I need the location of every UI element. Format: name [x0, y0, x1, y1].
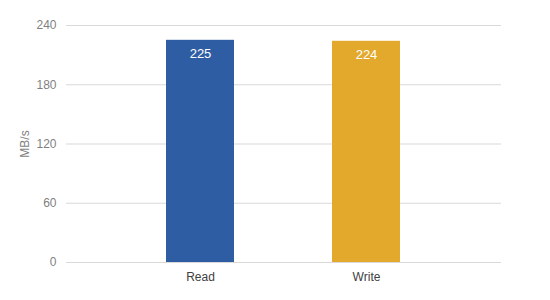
svg-text:240: 240 — [36, 18, 56, 32]
svg-text:Read: Read — [186, 270, 215, 284]
svg-text:Write: Write — [353, 270, 381, 284]
svg-text:120: 120 — [36, 137, 56, 151]
svg-text:224: 224 — [356, 47, 378, 62]
svg-text:0: 0 — [50, 255, 57, 269]
svg-text:225: 225 — [190, 46, 212, 61]
svg-text:MB/s: MB/s — [18, 130, 32, 157]
svg-text:60: 60 — [43, 196, 57, 210]
svg-text:180: 180 — [36, 78, 56, 92]
